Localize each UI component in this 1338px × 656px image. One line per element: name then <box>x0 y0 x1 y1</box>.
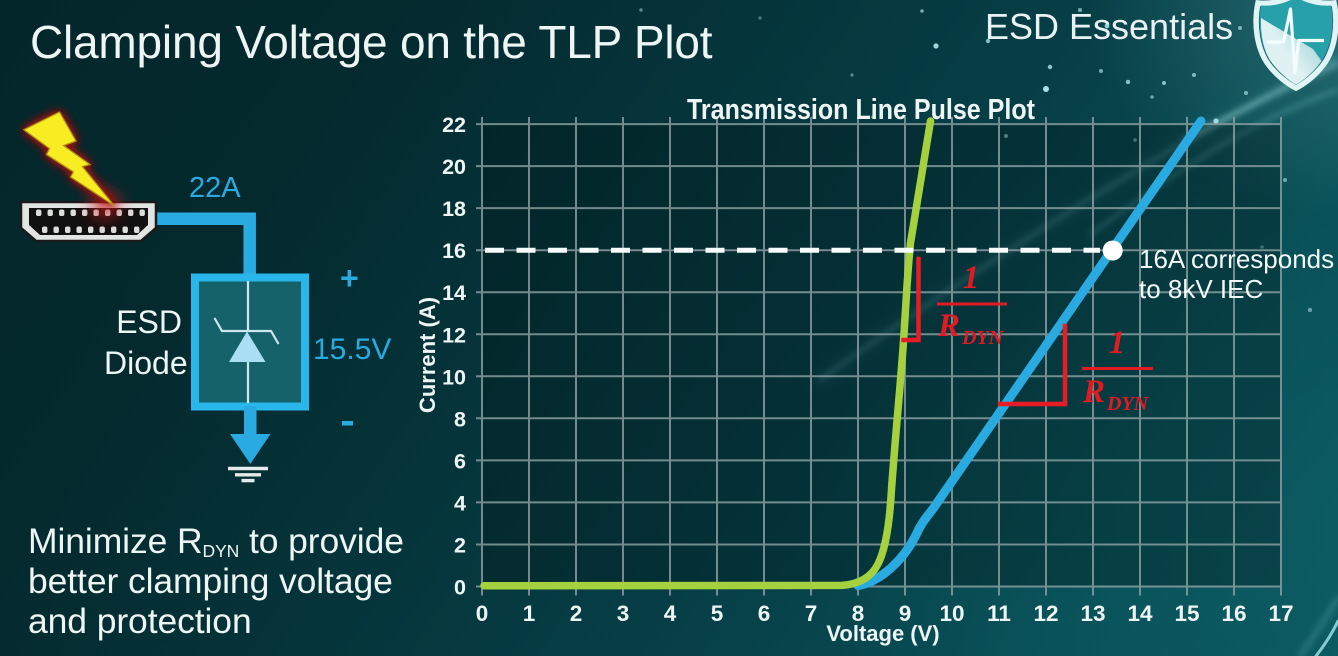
svg-text:1: 1 <box>1109 325 1126 361</box>
svg-text:9: 9 <box>899 601 912 626</box>
svg-text:12: 12 <box>1033 601 1058 626</box>
svg-text:3: 3 <box>617 601 630 626</box>
svg-text:4: 4 <box>664 601 677 626</box>
svg-text:6: 6 <box>758 601 771 626</box>
svg-text:to 8kV IEC: to 8kV IEC <box>1139 274 1263 304</box>
svg-text:14: 14 <box>442 281 466 305</box>
svg-text:7: 7 <box>805 601 818 626</box>
svg-text:6: 6 <box>454 449 466 473</box>
svg-text:16: 16 <box>442 239 466 263</box>
svg-text:8: 8 <box>454 407 466 431</box>
svg-text:5: 5 <box>711 601 724 626</box>
svg-text:8: 8 <box>852 601 865 626</box>
svg-text:2: 2 <box>570 601 583 626</box>
svg-text:1: 1 <box>963 260 980 296</box>
svg-text:15: 15 <box>1174 601 1199 626</box>
svg-text:R: R <box>1082 374 1105 410</box>
svg-text:11: 11 <box>987 601 1011 626</box>
svg-text:4: 4 <box>454 491 466 515</box>
svg-text:10: 10 <box>939 601 964 626</box>
svg-text:20: 20 <box>442 155 466 179</box>
svg-text:DYN: DYN <box>961 327 1005 349</box>
svg-text:22: 22 <box>442 113 466 137</box>
svg-text:Voltage (V): Voltage (V) <box>826 621 939 646</box>
svg-text:R: R <box>937 308 960 344</box>
svg-text:17: 17 <box>1268 601 1293 626</box>
svg-text:Current (A): Current (A) <box>415 297 440 413</box>
svg-text:12: 12 <box>442 323 466 347</box>
svg-text:0: 0 <box>454 576 466 600</box>
svg-text:0: 0 <box>476 601 489 626</box>
svg-text:13: 13 <box>1080 601 1105 626</box>
svg-text:2: 2 <box>454 534 466 558</box>
svg-text:10: 10 <box>442 365 466 389</box>
svg-text:18: 18 <box>442 197 466 221</box>
svg-text:1: 1 <box>523 601 536 626</box>
svg-text:DYN: DYN <box>1106 393 1150 415</box>
svg-text:14: 14 <box>1127 601 1153 626</box>
svg-text:16: 16 <box>1221 601 1246 626</box>
svg-text:16A corresponds: 16A corresponds <box>1139 244 1334 274</box>
svg-text:Transmission Line Pulse Plot: Transmission Line Pulse Plot <box>687 94 1035 126</box>
